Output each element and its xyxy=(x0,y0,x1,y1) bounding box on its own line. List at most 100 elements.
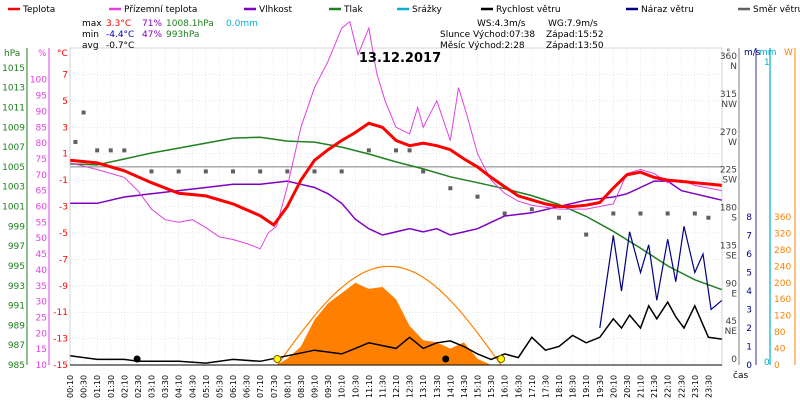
humidity-tick: 30 xyxy=(36,298,48,308)
x-tick: 03:30 xyxy=(161,375,170,398)
humidity-tick: 20 xyxy=(36,329,48,339)
humidity-tick: 60 xyxy=(36,203,48,213)
solar-tick: 160 xyxy=(774,295,791,305)
x-tick: 01:30 xyxy=(107,375,116,398)
temp-tick: -13 xyxy=(53,335,68,345)
solar-tick: 120 xyxy=(774,312,791,322)
wind-dir-point xyxy=(421,169,426,174)
humidity-tick: 40 xyxy=(36,266,48,276)
dir-tick-label: SE xyxy=(726,251,738,261)
x-tick: 12:10 xyxy=(392,375,401,398)
pressure-tick: 987 xyxy=(8,341,25,351)
legend-label: Rychlost větru xyxy=(496,5,561,15)
x-tick: 18:30 xyxy=(569,375,578,398)
legend: 13.12.2017 Teplota Přízemní teplota Vlhkost… xyxy=(8,5,800,66)
x-tick: 21:30 xyxy=(650,375,659,398)
pressure-tick: 995 xyxy=(8,262,25,272)
x-tick: 10:10 xyxy=(338,375,347,398)
stats-max-press: 1008.1hPa xyxy=(166,19,214,29)
x-tick: 11:30 xyxy=(378,375,387,398)
temp-tick: -7 xyxy=(59,255,68,265)
wind-dir-point xyxy=(502,211,507,216)
wind-dir-point xyxy=(203,169,208,174)
x-tick: 17:30 xyxy=(541,375,550,398)
wind-dir-point xyxy=(611,211,616,216)
x-axis-unit: čas xyxy=(733,370,748,381)
x-tick: 20:30 xyxy=(623,375,632,398)
wind-speed-line xyxy=(69,300,723,364)
x-tick: 12:30 xyxy=(406,375,415,398)
temp-tick: 1 xyxy=(62,150,68,160)
grid xyxy=(69,48,723,366)
x-tick: 01:10 xyxy=(93,375,102,398)
dir-tick: 180 xyxy=(720,204,737,214)
wind-dir-point xyxy=(638,211,643,216)
dir-tick-label: N xyxy=(730,62,737,72)
legend-label: Srážky xyxy=(412,5,443,15)
pressure-line xyxy=(69,136,723,291)
wind-tick: 6 xyxy=(746,250,752,260)
stats-avg-temp: -0.7°C xyxy=(106,41,134,51)
x-tick: 17:10 xyxy=(528,375,537,398)
wind-dir-point xyxy=(665,211,670,216)
wind-dir-point xyxy=(475,194,480,199)
wind-dir-point xyxy=(149,169,154,174)
pressure-tick: 1009 xyxy=(2,123,25,133)
solar-tick: 80 xyxy=(774,328,786,338)
wind-dir-point xyxy=(557,215,561,220)
x-tick: 19:10 xyxy=(582,375,591,398)
x-tick: 08:10 xyxy=(283,375,292,398)
solar-axis-unit: W xyxy=(784,48,793,58)
pressure-tick: 1011 xyxy=(2,103,25,113)
dir-tick: 315 xyxy=(720,90,737,100)
x-tick: 13:30 xyxy=(433,375,442,398)
stats-avg-label: avg xyxy=(82,41,99,51)
wind-tick: 1 xyxy=(746,343,752,353)
dir-tick-label: W xyxy=(728,138,737,148)
wind-dir-point xyxy=(258,169,263,174)
x-tick: 05:10 xyxy=(202,375,211,398)
rain-tick: 0 xyxy=(764,358,770,368)
stats-sunrise: Slunce Východ:07:38 xyxy=(440,30,535,40)
dir-tick-label: NW xyxy=(721,100,737,110)
x-tick: 03:10 xyxy=(148,375,157,398)
wind-tick: 7 xyxy=(746,232,752,242)
pressure-tick: 1015 xyxy=(2,64,25,74)
pressure-tick: 993 xyxy=(8,282,25,292)
wind-dir-point xyxy=(407,148,412,153)
solar-tick: 40 xyxy=(774,345,786,355)
humidity-tick: 10 xyxy=(36,361,48,371)
stats-sunset: Západ:15:52 xyxy=(546,30,604,40)
humidity-tick: 45 xyxy=(36,250,47,260)
legend-label: Směr větru xyxy=(753,5,800,15)
stats-max-temp: 3.3°C xyxy=(106,19,131,29)
pressure-tick: 1005 xyxy=(2,163,25,173)
humidity-tick: 85 xyxy=(36,123,47,133)
rain-axis-unit: mm xyxy=(759,48,777,58)
x-tick: 00:30 xyxy=(80,375,89,398)
pressure-tick: 1013 xyxy=(2,84,25,94)
temp-tick: -3 xyxy=(59,203,68,213)
humidity-axis-unit: % xyxy=(38,49,47,59)
wind-dir-point xyxy=(176,169,181,174)
x-tick: 06:30 xyxy=(243,375,252,398)
dir-axis-unit: ° xyxy=(726,48,731,58)
pressure-tick: 997 xyxy=(8,242,25,252)
wind-direction-points xyxy=(73,110,711,237)
sunset-marker xyxy=(497,355,506,363)
x-tick: 15:30 xyxy=(487,375,496,398)
temp-axis-unit: °C xyxy=(57,49,68,59)
humidity-tick: 25 xyxy=(36,313,47,323)
x-tick: 06:10 xyxy=(229,375,238,398)
solar-tick: 280 xyxy=(774,246,791,256)
stats-wind-speed: WS:4.3m/s xyxy=(477,19,526,29)
solar-area xyxy=(276,282,492,365)
legend-label: Vlhkost xyxy=(259,5,292,15)
dir-tick: 135 xyxy=(720,241,737,251)
x-tick: 04:30 xyxy=(188,375,197,398)
wind-tick: 0 xyxy=(746,361,752,371)
chart-title: 13.12.2017 xyxy=(359,51,441,66)
dir-tick: 360 xyxy=(720,52,737,62)
x-tick: 04:10 xyxy=(175,375,184,398)
humidity-tick: 95 xyxy=(36,92,47,102)
